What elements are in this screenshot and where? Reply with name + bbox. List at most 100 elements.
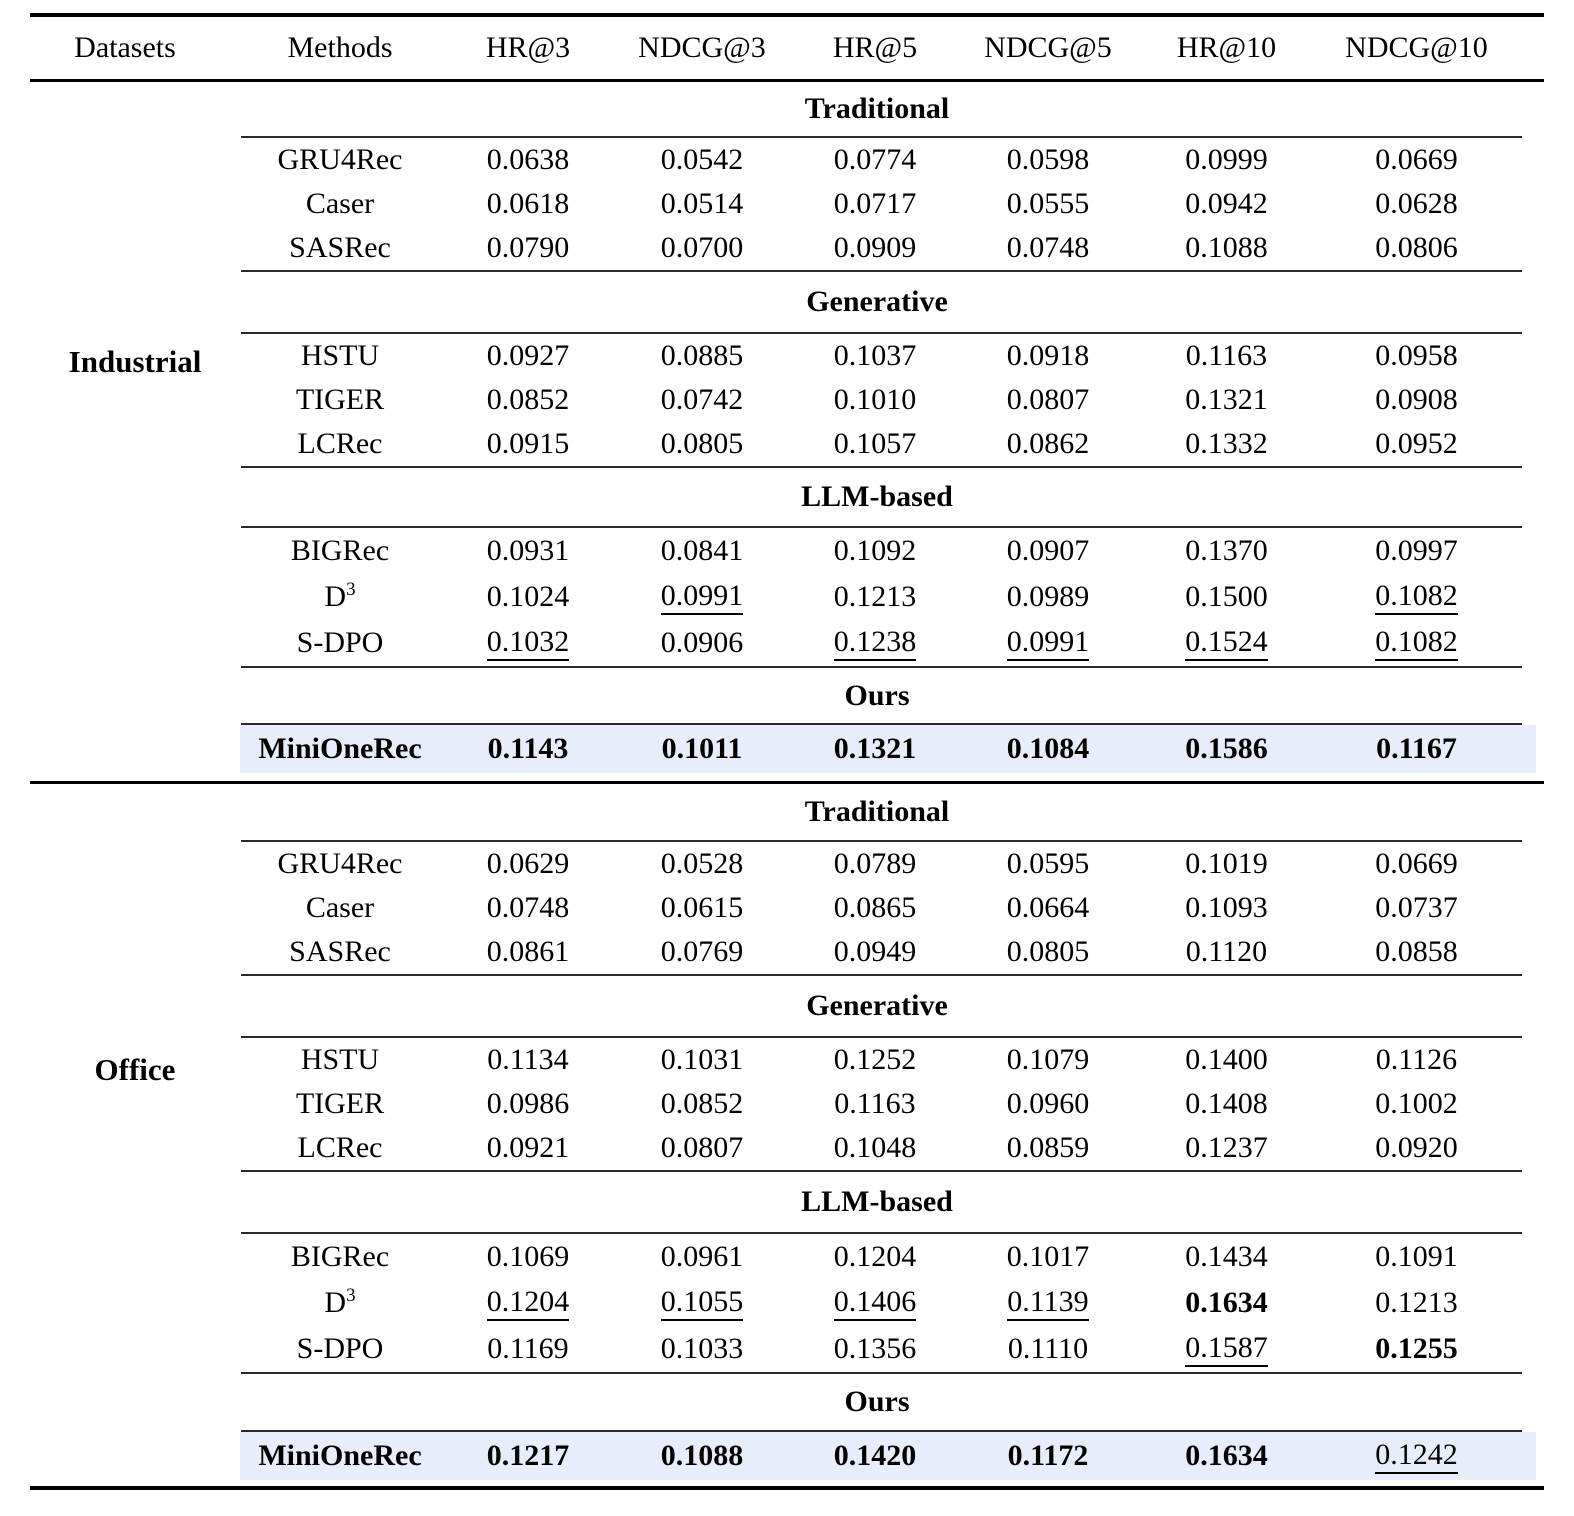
section-row-traditional: Traditional — [30, 784, 1544, 840]
metric-value: 0.1172 — [1007, 1439, 1089, 1472]
metric-value: 0.0700 — [660, 231, 744, 264]
metric-value: 0.1019 — [1185, 847, 1268, 880]
metric-cell: 0.1024 — [440, 580, 616, 614]
section-label: LLM-based — [801, 1185, 953, 1218]
section-rule — [241, 136, 1522, 138]
metric-value: 0.0542 — [660, 143, 744, 176]
metric-cell: 0.0629 — [440, 847, 616, 881]
metric-cell: 0.1010 — [788, 383, 962, 417]
metric-cell: 0.1093 — [1134, 891, 1319, 925]
col-header-hr10: HR@10 — [1176, 31, 1277, 64]
metric-cell: 0.0958 — [1319, 339, 1544, 373]
metric-cell: 0.1238 — [788, 625, 962, 662]
metric-value: 0.1092 — [833, 534, 917, 567]
metric-value: 0.0852 — [486, 383, 570, 416]
metric-value: 0.0790 — [486, 231, 570, 264]
metric-value: 0.1634 — [1185, 1439, 1268, 1472]
method-name: D — [324, 1286, 347, 1319]
metric-value: 0.0669 — [1375, 143, 1458, 176]
metric-cell: 0.1500 — [1134, 580, 1319, 614]
method-name: GRU4Rec — [277, 847, 403, 880]
method-cell: TIGER — [240, 1087, 440, 1121]
metric-value: 0.1088 — [1185, 231, 1268, 264]
section-row-generative: Generative — [30, 976, 1544, 1036]
metric-value: 0.0908 — [1375, 383, 1458, 416]
col-header-datasets: Datasets — [74, 31, 176, 64]
metric-value: 0.0999 — [1185, 143, 1268, 176]
table-row-tiger: TIGER 0.0986 0.0852 0.1163 0.0960 0.1408… — [30, 1082, 1544, 1126]
table-row-sasrec: SASRec 0.0790 0.0700 0.0909 0.0748 0.108… — [30, 226, 1544, 270]
metric-cell: 0.0991 — [962, 625, 1134, 662]
table-row-minionerec-industrial: MiniOneRec 0.1143 0.1011 0.1321 0.1084 0… — [30, 725, 1544, 773]
metric-cell: 0.1082 — [1319, 625, 1544, 662]
method-name: BIGRec — [290, 1240, 390, 1273]
metric-cell: 0.1139 — [962, 1285, 1134, 1322]
metric-value: 0.1213 — [1375, 1286, 1458, 1319]
metric-cell: 0.1204 — [440, 1285, 616, 1322]
metric-cell: 0.0774 — [788, 143, 962, 177]
metric-cell: 0.1092 — [788, 534, 962, 568]
metric-cell: 0.0805 — [962, 935, 1134, 969]
method-cell: D3 — [240, 580, 440, 614]
method-name: SASRec — [289, 935, 391, 968]
metric-cell: 0.0908 — [1319, 383, 1544, 417]
method-cell: HSTU — [240, 339, 440, 373]
metric-value: 0.0927 — [486, 339, 570, 372]
col-header-ndcg10: NDCG@10 — [1345, 31, 1488, 64]
metric-cell: 0.0989 — [962, 580, 1134, 614]
metric-value: 0.1120 — [1185, 935, 1268, 968]
metric-value: 0.0806 — [1375, 231, 1458, 264]
metric-value: 0.1321 — [1185, 383, 1268, 416]
metric-cell: 0.1084 — [962, 732, 1134, 766]
table-row-hstu: HSTU 0.0927 0.0885 0.1037 0.0918 0.1163 … — [30, 334, 1544, 378]
metric-cell: 0.1079 — [962, 1043, 1134, 1077]
metric-cell: 0.1091 — [1319, 1240, 1544, 1274]
metric-value: 0.1110 — [1007, 1332, 1089, 1365]
table-row-hstu: HSTU 0.1134 0.1031 0.1252 0.1079 0.1400 … — [30, 1038, 1544, 1082]
table-row-d3: D3 0.1024 0.0991 0.1213 0.0989 0.1500 0.… — [30, 574, 1544, 620]
metric-cell: 0.0999 — [1134, 143, 1319, 177]
metric-value: 0.0748 — [486, 891, 570, 924]
metric-cell: 0.0986 — [440, 1087, 616, 1121]
method-name: BIGRec — [290, 534, 390, 567]
metric-cell: 0.0555 — [962, 187, 1134, 221]
dataset-label-office: Office — [94, 1052, 176, 1087]
method-name: MiniOneRec — [258, 732, 422, 765]
metric-cell: 0.0737 — [1319, 891, 1544, 925]
metric-cell: 0.1069 — [440, 1240, 616, 1274]
metric-value: 0.1237 — [1185, 1131, 1268, 1164]
spacer — [30, 773, 1544, 781]
metric-value: 0.1204 — [486, 1286, 570, 1322]
method-name: HSTU — [300, 1043, 380, 1076]
metric-value: 0.0638 — [486, 143, 570, 176]
method-cell: TIGER — [240, 383, 440, 417]
method-name: TIGER — [295, 1087, 385, 1120]
metric-cell: 0.1163 — [788, 1087, 962, 1121]
metric-value: 0.1048 — [833, 1131, 917, 1164]
metric-cell: 0.0805 — [616, 427, 788, 461]
metric-value: 0.1037 — [833, 339, 917, 372]
metric-value: 0.1370 — [1185, 534, 1268, 567]
metric-cell: 0.1110 — [962, 1332, 1134, 1366]
metric-value: 0.1586 — [1185, 732, 1268, 765]
header-rule — [30, 79, 1544, 82]
method-cell: MiniOneRec — [240, 732, 440, 766]
metric-cell: 0.0598 — [962, 143, 1134, 177]
dataset-divider-rule — [30, 781, 1544, 784]
metric-value: 0.0918 — [1006, 339, 1090, 372]
metric-value: 0.0852 — [660, 1087, 744, 1120]
metric-cell: 0.1332 — [1134, 427, 1319, 461]
metric-value: 0.0909 — [833, 231, 917, 264]
method-name: TIGER — [295, 383, 385, 416]
metric-value: 0.0861 — [486, 935, 570, 968]
metric-cell: 0.0858 — [1319, 935, 1544, 969]
metric-cell: 0.1634 — [1134, 1286, 1319, 1320]
metric-value: 0.1169 — [487, 1332, 569, 1365]
metric-cell: 0.0700 — [616, 231, 788, 265]
metric-value: 0.0717 — [833, 187, 917, 220]
metric-value: 0.1167 — [1376, 732, 1457, 765]
metric-cell: 0.0717 — [788, 187, 962, 221]
metric-value: 0.0841 — [660, 534, 744, 567]
metric-cell: 0.0669 — [1319, 143, 1544, 177]
metric-value: 0.0858 — [1375, 935, 1458, 968]
